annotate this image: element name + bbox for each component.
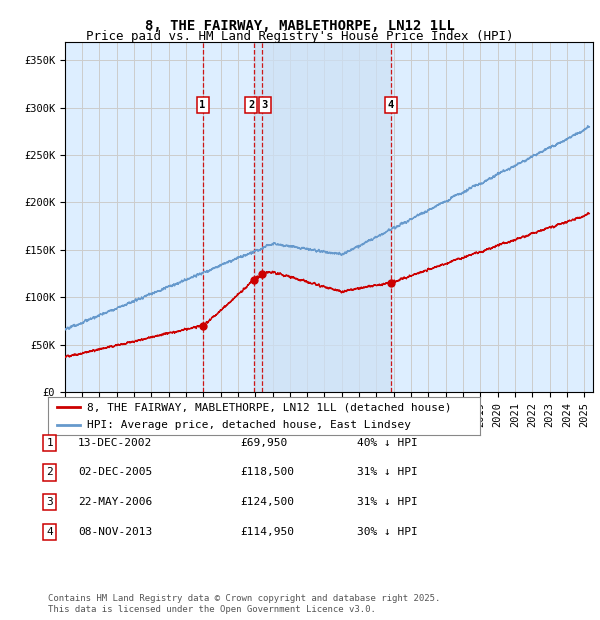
Text: Contains HM Land Registry data © Crown copyright and database right 2025.
This d: Contains HM Land Registry data © Crown c… [48, 595, 440, 614]
Text: HPI: Average price, detached house, East Lindsey: HPI: Average price, detached house, East… [87, 420, 411, 430]
Text: 30% ↓ HPI: 30% ↓ HPI [357, 527, 418, 537]
Text: 3: 3 [262, 100, 268, 110]
Text: 1: 1 [46, 438, 53, 448]
Text: 1: 1 [199, 100, 206, 110]
Text: 2: 2 [46, 467, 53, 477]
Text: 02-DEC-2005: 02-DEC-2005 [78, 467, 152, 477]
Text: £114,950: £114,950 [240, 527, 294, 537]
Text: 8, THE FAIRWAY, MABLETHORPE, LN12 1LL: 8, THE FAIRWAY, MABLETHORPE, LN12 1LL [145, 19, 455, 33]
Text: £69,950: £69,950 [240, 438, 287, 448]
Text: 08-NOV-2013: 08-NOV-2013 [78, 527, 152, 537]
Text: 13-DEC-2002: 13-DEC-2002 [78, 438, 152, 448]
Text: 4: 4 [388, 100, 394, 110]
Text: £124,500: £124,500 [240, 497, 294, 507]
Text: 40% ↓ HPI: 40% ↓ HPI [357, 438, 418, 448]
Text: 31% ↓ HPI: 31% ↓ HPI [357, 467, 418, 477]
Text: 31% ↓ HPI: 31% ↓ HPI [357, 497, 418, 507]
Text: 2: 2 [248, 100, 254, 110]
Text: 4: 4 [46, 527, 53, 537]
Bar [254, 42, 391, 392]
Text: 8, THE FAIRWAY, MABLETHORPE, LN12 1LL (detached house): 8, THE FAIRWAY, MABLETHORPE, LN12 1LL (d… [87, 402, 451, 412]
Text: Price paid vs. HM Land Registry's House Price Index (HPI): Price paid vs. HM Land Registry's House … [86, 30, 514, 43]
Text: 22-MAY-2006: 22-MAY-2006 [78, 497, 152, 507]
Text: £118,500: £118,500 [240, 467, 294, 477]
Text: 3: 3 [46, 497, 53, 507]
